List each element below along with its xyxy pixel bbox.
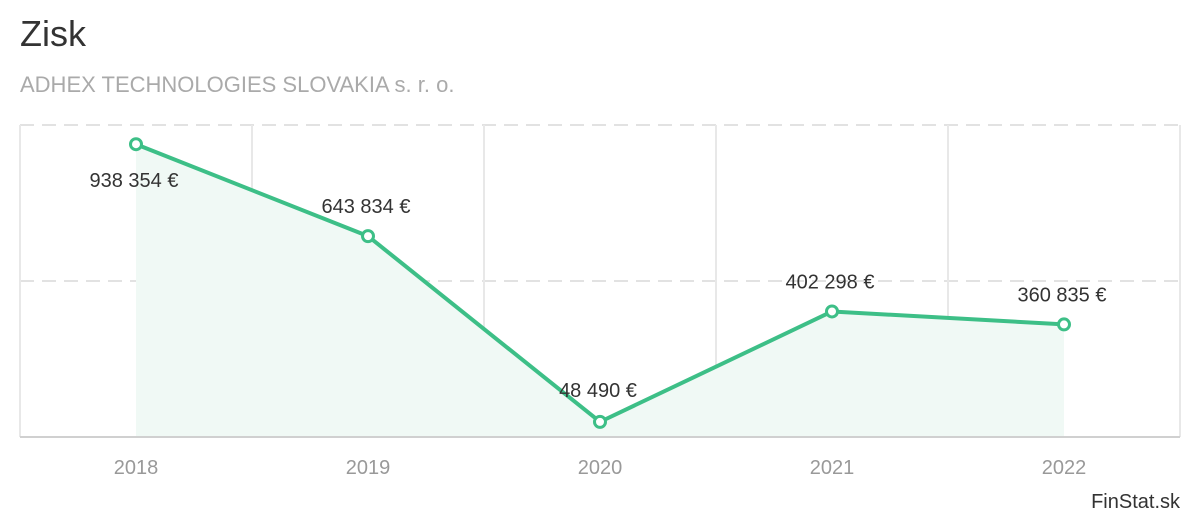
data-label: 643 834 € [322,196,411,218]
finstat-credit[interactable]: FinStat.sk [1091,491,1180,513]
x-tick-label: 2019 [346,457,391,479]
x-tick-label: 2018 [114,457,159,479]
series-area [136,144,1064,437]
data-point [361,229,375,244]
data-label: 938 354 € [90,170,179,192]
x-tick-label: 2020 [578,457,623,479]
data-point [1057,317,1071,332]
data-label: 360 835 € [1018,284,1107,306]
data-point [825,304,839,319]
chart-title: Zisk [20,13,86,54]
data-label: 402 298 € [786,271,875,293]
data-point [129,137,143,152]
x-tick-label: 2022 [1042,457,1087,479]
data-point [593,414,607,429]
chart-subtitle: ADHEX TECHNOLOGIES SLOVAKIA s. r. o. [20,72,455,97]
x-tick-label: 2021 [810,457,855,479]
data-label: 48 490 € [559,380,637,402]
